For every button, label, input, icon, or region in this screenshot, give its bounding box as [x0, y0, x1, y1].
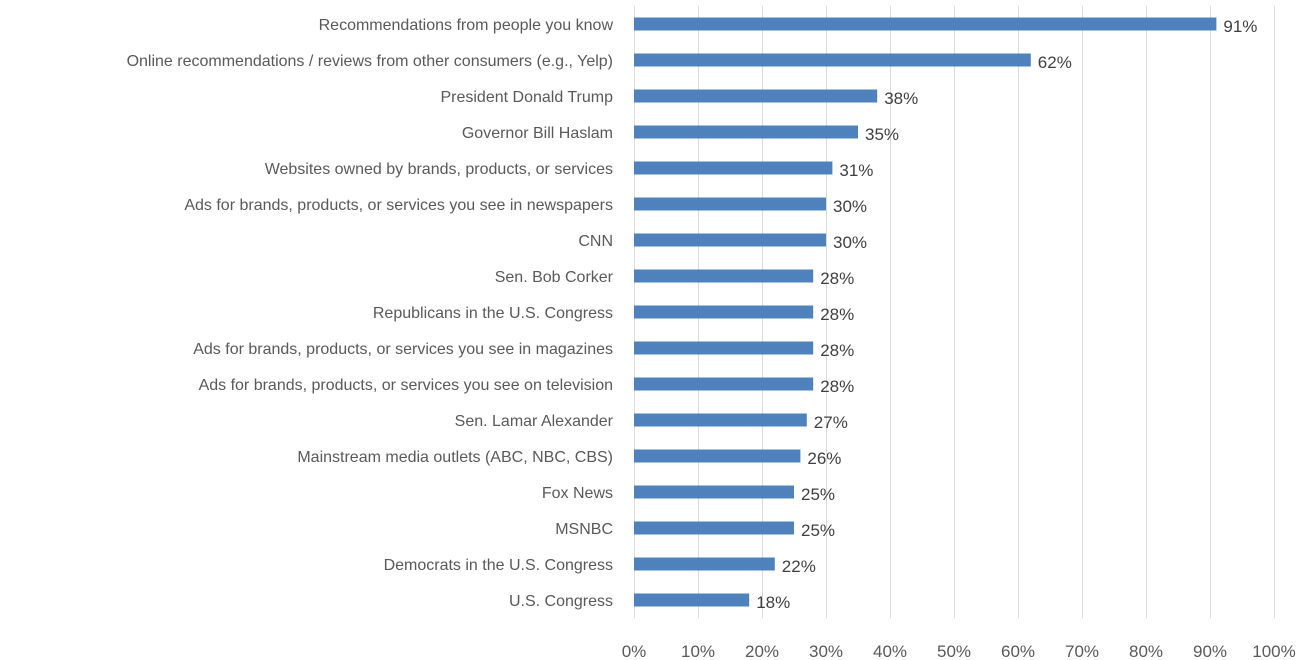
data-label-1: 62%: [1038, 53, 1072, 72]
gridlines: [634, 6, 1275, 618]
category-label-14: MSNBC: [555, 521, 613, 538]
data-label-10: 28%: [820, 377, 854, 396]
bars: [634, 17, 1217, 607]
data-label-7: 28%: [820, 269, 854, 288]
x-tick-label-0: 0%: [622, 642, 647, 660]
x-tick-label-90: 90%: [1193, 642, 1227, 660]
x-tick-label-40: 40%: [873, 642, 907, 660]
bar-4: [634, 161, 833, 175]
category-label-0: Recommendations from people you know: [319, 17, 614, 34]
data-label-14: 25%: [801, 521, 835, 540]
bar-10: [634, 377, 814, 391]
bar-9: [634, 341, 814, 355]
bar-6: [634, 233, 826, 247]
data-label-9: 28%: [820, 341, 854, 360]
data-label-0: 91%: [1223, 17, 1257, 36]
x-tick-label-20: 20%: [745, 642, 779, 660]
data-label-5: 30%: [833, 197, 867, 216]
data-label-8: 28%: [820, 305, 854, 324]
bar-7: [634, 269, 814, 283]
bar-13: [634, 485, 794, 499]
x-tick-label-80: 80%: [1129, 642, 1163, 660]
bar-12: [634, 449, 801, 463]
data-label-6: 30%: [833, 233, 867, 252]
category-label-12: Mainstream media outlets (ABC, NBC, CBS): [297, 449, 613, 466]
category-label-9: Ads for brands, products, or services yo…: [193, 341, 613, 358]
category-label-1: Online recommendations / reviews from ot…: [127, 53, 613, 70]
x-tick-label-100: 100%: [1252, 642, 1295, 660]
bar-0: [634, 17, 1217, 31]
category-label-10: Ads for brands, products, or services yo…: [199, 377, 613, 394]
category-label-16: U.S. Congress: [509, 593, 613, 610]
category-label-7: Sen. Bob Corker: [495, 269, 614, 286]
x-tick-label-10: 10%: [681, 642, 715, 660]
category-label-13: Fox News: [542, 485, 613, 502]
bar-8: [634, 305, 814, 319]
category-label-5: Ads for brands, products, or services yo…: [184, 197, 613, 214]
bar-1: [634, 53, 1031, 67]
x-tick-label-60: 60%: [1001, 642, 1035, 660]
bar-3: [634, 125, 858, 139]
bar-15: [634, 557, 775, 571]
x-tick-label-70: 70%: [1065, 642, 1099, 660]
data-label-12: 26%: [807, 449, 841, 468]
x-axis-tick-labels: 0% 10% 20% 30% 40% 50% 60% 70% 80% 90% 100%: [622, 642, 1296, 660]
data-label-13: 25%: [801, 485, 835, 504]
data-label-15: 22%: [782, 557, 816, 576]
category-label-6: CNN: [578, 233, 613, 250]
data-label-11: 27%: [814, 413, 848, 432]
category-labels: Recommendations from people you know Onli…: [127, 17, 614, 610]
bar-16: [634, 593, 750, 607]
data-labels: 91% 62% 38% 35% 31% 30% 30% 28% 28% 28% 28% 27% 26% 2…: [756, 17, 1257, 612]
bar-2: [634, 89, 878, 103]
bar-11: [634, 413, 807, 427]
data-label-2: 38%: [884, 89, 918, 108]
data-label-16: 18%: [756, 593, 790, 612]
category-label-11: Sen. Lamar Alexander: [455, 413, 614, 430]
category-label-4: Websites owned by brands, products, or s…: [265, 161, 613, 178]
data-label-3: 35%: [865, 125, 899, 144]
category-label-8: Republicans in the U.S. Congress: [373, 305, 613, 322]
bar-5: [634, 197, 826, 211]
x-tick-label-50: 50%: [937, 642, 971, 660]
data-label-4: 31%: [839, 161, 873, 180]
category-label-15: Democrats in the U.S. Congress: [384, 557, 613, 574]
bar-14: [634, 521, 794, 535]
category-label-2: President Donald Trump: [440, 89, 613, 106]
x-tick-label-30: 30%: [809, 642, 843, 660]
category-label-3: Governor Bill Haslam: [462, 125, 613, 142]
